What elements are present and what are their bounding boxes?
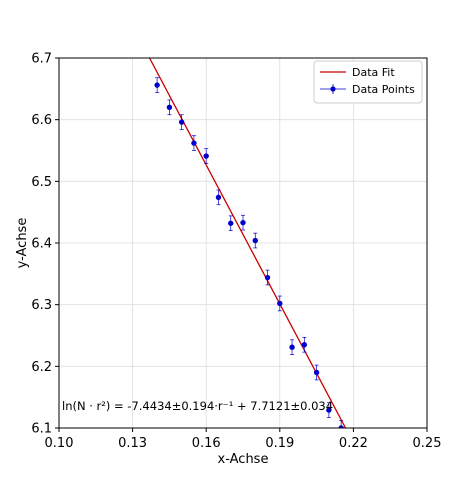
x-tick-label: 0.10: [45, 436, 74, 451]
data-marker: [289, 344, 295, 350]
data-marker: [252, 237, 258, 244]
data-marker: [203, 153, 209, 159]
x-tick-label: 0.25: [413, 436, 442, 451]
data-marker: [178, 119, 185, 125]
data-marker: [326, 407, 332, 413]
y-tick-label: 6.7: [31, 52, 52, 67]
data-marker: [154, 82, 160, 88]
data-point: [252, 232, 258, 249]
y-tick-label: 6.3: [31, 298, 52, 313]
data-point: [166, 99, 173, 116]
y-tick-label: 6.4: [31, 237, 52, 252]
x-tick-label: 0.19: [265, 436, 294, 451]
data-marker: [191, 140, 197, 146]
data-point: [178, 114, 185, 130]
data-point: [215, 189, 222, 206]
data-point: [301, 337, 308, 353]
legend-points-label: Data Points: [352, 83, 415, 96]
x-ticks: 0.10 0.13 0.16 0.19 0.22 0.25: [45, 428, 442, 451]
data-marker: [277, 300, 283, 307]
x-axis-label: x-Achse: [218, 452, 269, 467]
data-points-group: [154, 77, 344, 428]
data-marker: [240, 219, 246, 226]
legend-points-swatch: [320, 84, 346, 94]
y-tick-label: 6.2: [31, 360, 52, 375]
data-point: [203, 148, 209, 164]
fit-equation-annotation: ln(N · r²) = -7.4434±0.194·r⁻¹ + 7.7121±…: [62, 399, 333, 413]
legend: Data Fit Data Points: [313, 60, 423, 104]
y-tick-label: 6.6: [31, 113, 52, 128]
data-point: [277, 295, 283, 312]
data-point: [313, 364, 320, 381]
x-tick-label: 0.22: [339, 436, 368, 451]
data-marker: [338, 425, 344, 428]
y-axis-label: y-Achse: [15, 218, 30, 269]
data-marker: [313, 369, 320, 376]
data-point: [338, 420, 344, 428]
grid: [58, 57, 428, 429]
data-marker: [166, 104, 173, 111]
data-point: [240, 214, 246, 231]
y-tick-label: 6.5: [31, 175, 52, 190]
plot-area: [148, 58, 347, 428]
x-tick-label: 0.13: [118, 436, 147, 451]
y-tick-label: 6.1: [31, 422, 52, 437]
data-marker: [215, 194, 222, 201]
data-point: [154, 77, 160, 93]
y-ticks: 6.1 6.2 6.3 6.4 6.5 6.6 6.7: [31, 52, 59, 437]
x-tick-label: 0.16: [192, 436, 221, 451]
legend-fit-label: Data Fit: [352, 66, 395, 79]
data-marker: [264, 274, 271, 281]
data-point: [228, 215, 234, 232]
data-point: [191, 135, 197, 151]
data-point: [289, 339, 295, 355]
data-point: [264, 269, 271, 286]
data-marker: [228, 220, 234, 226]
data-marker: [301, 342, 308, 348]
data-point: [326, 402, 332, 418]
